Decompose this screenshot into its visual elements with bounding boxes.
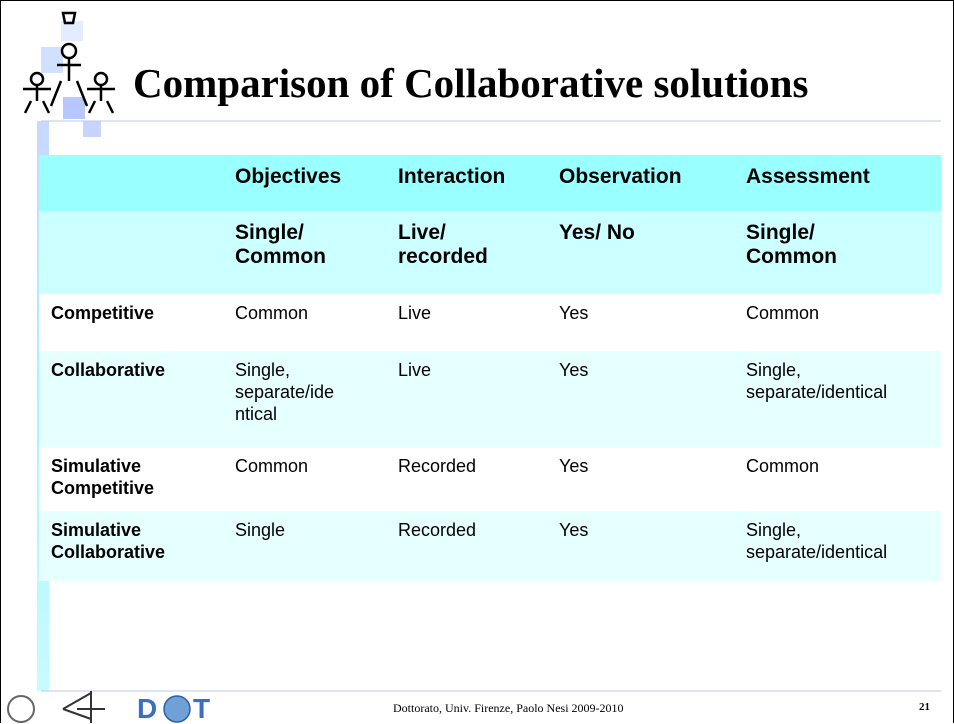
cell-text: Common [746, 303, 820, 323]
cell-text: Yes [559, 456, 589, 476]
footer: Dottorato, Univ. Firenze, Paolo Nesi 200… [393, 701, 624, 715]
table-cell: Recorded [386, 511, 547, 581]
header-cell: Assessment [734, 155, 941, 211]
table-cell: Simulative Competitive [39, 447, 223, 511]
header-cell: Objectives [223, 155, 386, 211]
cell-text: Single, [746, 360, 802, 380]
cell-text: Single/ [235, 221, 304, 244]
deco-square [61, 21, 83, 41]
cell-text: Objectives [235, 165, 342, 188]
deco-square [41, 47, 63, 73]
deco-square [63, 97, 85, 119]
page-number: 21 [919, 701, 930, 713]
table-cell: Common [223, 447, 386, 511]
figures-icon [23, 11, 115, 114]
cell-text: Simulative [51, 520, 142, 540]
dept-logo [62, 691, 105, 723]
table-cell: Common [734, 447, 941, 511]
table-cell: Competitive [39, 294, 223, 351]
cell-text: Yes [559, 360, 589, 380]
header-cell: Single/Common [734, 211, 941, 294]
cell-text: Yes [559, 303, 589, 323]
deco-square [83, 121, 101, 137]
table-cell: Yes [547, 294, 734, 351]
header-cell: Live/recorded [386, 211, 547, 294]
header-cell: Single/Common [223, 211, 386, 294]
cell-text: Assessment [746, 165, 870, 188]
cell-text: Observation [559, 165, 682, 188]
cell-text: Recorded [398, 520, 477, 540]
cell-text: separate/identical [746, 542, 888, 562]
cell-text: Common [235, 456, 309, 476]
cell-text: Yes/ No [559, 221, 635, 244]
cell-text: Common [235, 245, 326, 268]
cell-text: separate/ide [235, 382, 335, 402]
cell-text: Single/ [746, 221, 815, 244]
cell-text: Simulative [51, 456, 142, 476]
table-cell: Single [223, 511, 386, 581]
logo-letter: D [137, 693, 158, 723]
disit-globe [163, 695, 191, 723]
cell-text: Common [235, 303, 309, 323]
cell-text: Common [746, 245, 837, 268]
table-cell: Single,separate/identical [734, 511, 941, 581]
table-cell: Live [386, 351, 547, 447]
table-cell: Collaborative [39, 351, 223, 447]
table-cell: Recorded [386, 447, 547, 511]
cell-text: Single, [235, 360, 291, 380]
table-cell: Yes [547, 447, 734, 511]
table-cell: Live [386, 294, 547, 351]
table-cell: Single,separate/identical [734, 351, 941, 447]
university-seal [7, 695, 35, 723]
cell-text: Common [746, 456, 820, 476]
cell-text: Single [235, 520, 286, 540]
cell-text: Live/ [398, 221, 446, 244]
cell-text: Recorded [398, 456, 477, 476]
table-cell: Common [734, 294, 941, 351]
header-cell [39, 211, 223, 294]
header-cell: Yes/ No [547, 211, 734, 294]
cell-text: Live [398, 360, 432, 380]
cell-text: Competitive [51, 303, 155, 323]
cell-text: Interaction [398, 165, 506, 188]
table-cell: Common [223, 294, 386, 351]
header-cell: Interaction [386, 155, 547, 211]
cell-text: Competitive [51, 478, 155, 498]
cell-text: Live [398, 303, 432, 323]
cell-text: recorded [398, 245, 488, 268]
table-cell: Yes [547, 511, 734, 581]
slide-title: Comparison of Collaborative solutions [133, 60, 809, 106]
table-cell: Yes [547, 351, 734, 447]
cell-text: ntical [235, 404, 278, 424]
header-cell [39, 155, 223, 211]
header-cell: Observation [547, 155, 734, 211]
logo-letter: T [193, 693, 211, 723]
cell-text: separate/identical [746, 382, 888, 402]
cell-text: Collaborative [51, 360, 166, 380]
cell-text: Single, [746, 520, 802, 540]
cell-text: Yes [559, 520, 589, 540]
cell-text: Collaborative [51, 542, 166, 562]
table-cell: Simulative Collaborative [39, 511, 223, 581]
